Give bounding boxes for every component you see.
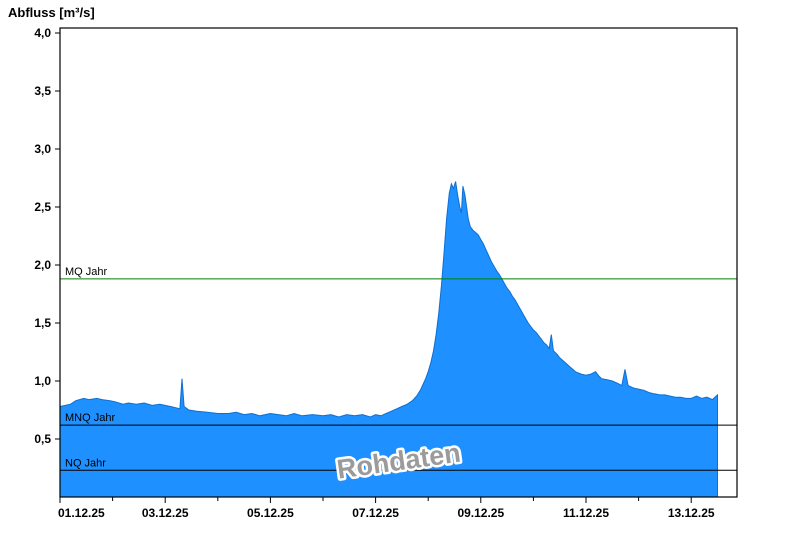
chart-title: Abfluss [m³/s] — [8, 5, 95, 20]
plot-border — [59, 27, 738, 498]
y-axis-label: 1,0 — [34, 374, 51, 388]
y-axis-label: 2,5 — [34, 200, 51, 214]
x-axis-label: 11.12.25 — [563, 506, 609, 520]
x-axis-label: 07.12.25 — [352, 506, 399, 520]
reference-line-label: MNQ Jahr — [65, 412, 115, 424]
y-axis-label: 3,0 — [34, 142, 51, 156]
discharge-area — [59, 181, 718, 498]
x-axis-label: 09.12.25 — [457, 506, 504, 520]
x-axis-label: 03.12.25 — [142, 506, 189, 520]
y-axis-label: 1,5 — [34, 316, 51, 330]
y-axis-label: 4,0 — [34, 26, 51, 40]
x-axis-label: 01.12.25 — [58, 506, 105, 520]
x-axis-label: 13.12.25 — [668, 506, 715, 520]
reference-line-label: MQ Jahr — [65, 266, 108, 278]
x-axis-label: 05.12.25 — [247, 506, 294, 520]
area-layer — [59, 181, 718, 498]
y-axis-label: 0,5 — [34, 432, 51, 446]
reference-lines-layer: MQ Jahr MNQ Jahr NQ Jahr — [60, 266, 737, 471]
y-axis-label: 2,0 — [34, 258, 51, 272]
axes-layer: 0,5 1,0 1,5 2,0 2,5 3,0 3,5 4,0 01.12.25 03.12.25… — [34, 26, 715, 520]
y-axis-label: 3,5 — [34, 84, 51, 98]
reference-line-label: NQ Jahr — [65, 457, 106, 469]
